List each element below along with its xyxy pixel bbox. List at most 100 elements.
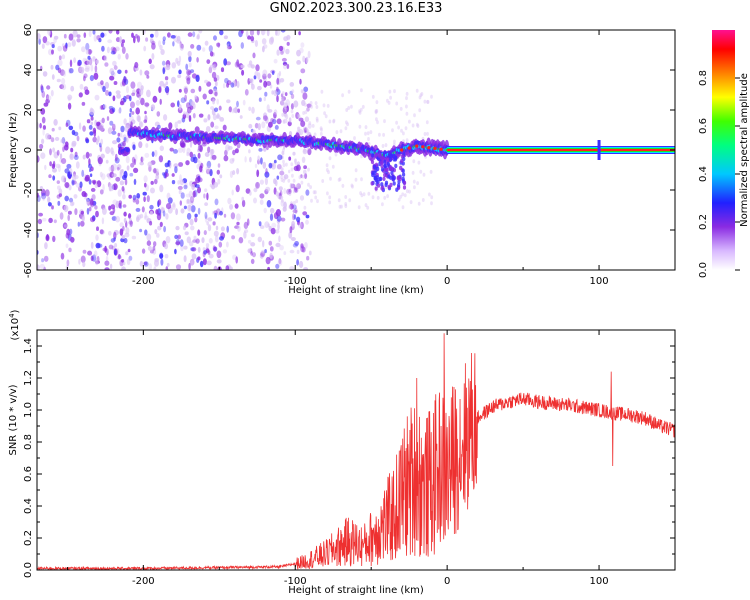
spectrogram-noise-dot xyxy=(261,30,265,36)
spectrogram-noise-dot xyxy=(122,140,126,147)
spectrogram-noise-dot xyxy=(76,38,81,43)
spectrogram-noise-dot xyxy=(68,125,74,131)
spectrogram-noise-dot xyxy=(319,131,323,136)
spectrogram-noise-dot xyxy=(48,217,53,224)
spectrogram-noise-dot xyxy=(208,253,214,259)
spectrogram-noise-dot xyxy=(268,162,273,169)
spectrogram-noise-dot xyxy=(154,30,159,38)
spectrogram-noise-dot xyxy=(282,178,286,183)
spectrogram-noise-dot xyxy=(213,230,219,237)
spectrogram-noise-dot xyxy=(187,70,192,75)
spectrogram-noise-dot xyxy=(238,237,244,244)
spectrogram-noise-dot xyxy=(280,30,286,33)
spectrogram-band-mark xyxy=(380,160,384,165)
spectrogram-noise-dot xyxy=(264,177,268,186)
spectrogram-noise-dot xyxy=(412,159,416,164)
spectrogram-noise-dot xyxy=(165,236,171,244)
colorbar-label: Normalized spectral amplitude xyxy=(739,73,750,227)
spectrogram-noise-dot xyxy=(64,182,70,188)
spectrogram-noise-dot xyxy=(223,58,228,66)
spectrogram-noise-dot xyxy=(175,241,181,246)
spectrogram-noise-dot xyxy=(283,112,287,117)
spectrogram-noise-dot xyxy=(270,207,275,214)
spectrogram-noise-dot xyxy=(105,146,111,154)
spectrogram-noise-dot xyxy=(76,34,81,38)
spectrogram-noise-dot xyxy=(230,212,236,220)
spectrogram-noise-dot xyxy=(236,59,240,67)
spectrogram-noise-dot xyxy=(67,210,72,215)
spectrogram-noise-dot xyxy=(58,193,63,198)
spectrogram-noise-dot xyxy=(109,120,114,126)
spectrogram-noise-dot xyxy=(183,245,188,250)
spectrogram-noise-dot xyxy=(266,200,272,208)
spectrogram-band-mark xyxy=(389,153,393,159)
snr-scale-label: (x104) xyxy=(8,309,21,340)
spectrogram-noise-dot xyxy=(98,38,102,43)
spectrogram-noise-dot xyxy=(301,89,305,94)
spectrogram-noise-dot xyxy=(123,211,127,217)
spectrogram-noise-dot xyxy=(261,38,267,45)
spectrogram-noise-dot xyxy=(202,93,207,100)
spectrogram-ytick-label: 20 xyxy=(23,104,34,117)
spectrogram-noise-dot xyxy=(61,137,66,144)
spectrogram-noise-dot xyxy=(61,78,66,85)
spectrogram-noise-dot xyxy=(77,61,81,67)
spectrogram-noise-dot xyxy=(65,243,69,249)
spectrogram-noise-dot xyxy=(300,68,306,74)
spectrogram-noise-dot xyxy=(48,174,52,179)
spectrogram-noise-dot xyxy=(300,221,304,230)
spectrogram-noise-dot xyxy=(93,72,99,80)
spectrogram-noise-dot xyxy=(261,121,266,129)
spectrogram-noise-dot xyxy=(126,165,130,171)
spectrogram-noise-dot xyxy=(206,260,212,266)
spectrogram-noise-dot xyxy=(186,236,191,244)
spectrogram-noise-dot xyxy=(62,45,68,52)
spectrogram-noise-dot xyxy=(133,35,136,44)
spectrogram-noise-dot xyxy=(88,206,92,212)
spectrogram-noise-dot xyxy=(92,254,97,262)
spectrogram-noise-dot xyxy=(217,178,221,185)
spectrogram-noise-dot xyxy=(40,107,46,115)
spectrogram-noise-dot xyxy=(118,107,122,114)
spectrogram-noise-dot xyxy=(254,163,258,168)
spectrogram-noise-dot xyxy=(188,115,192,122)
spectrogram-noise-dot xyxy=(70,201,74,207)
spectrogram-noise-dot xyxy=(89,168,92,172)
spectrogram-noise-dot xyxy=(87,49,92,55)
spectrogram-noise-dot xyxy=(38,212,43,217)
spectrogram-noise-dot xyxy=(42,125,47,130)
spectrogram-noise-dot xyxy=(123,75,126,84)
spectrogram-noise-dot xyxy=(205,243,210,248)
snr-panel: -200 -100 0 100 0.0 0.2 0.4 0.6 0.8 1.0 1.2 1.4 Hei… xyxy=(8,309,676,596)
spectrogram-noise-dot xyxy=(146,240,152,246)
spectrogram-noise-dot xyxy=(110,238,116,243)
spectrogram-noise-dot xyxy=(195,238,200,244)
spectrogram-noise-dot xyxy=(183,255,187,263)
spectrogram-noise-dot xyxy=(64,144,69,151)
spectrogram-noise-dot xyxy=(102,85,106,93)
spectrogram-noise-dot xyxy=(176,35,181,42)
spectrogram-noise-dot xyxy=(252,52,256,59)
spectrogram-noise-dot xyxy=(306,103,312,108)
spectrogram-noise-dot xyxy=(308,250,312,256)
spectrogram-noise-dot xyxy=(298,129,304,136)
spectrogram-noise-dot xyxy=(280,98,285,106)
spectrogram-noise-dot xyxy=(203,230,207,236)
spectrogram-noise-dot xyxy=(269,213,274,221)
spectrogram-noise-dot xyxy=(158,199,162,206)
spectrogram-noise-dot xyxy=(170,102,175,108)
spectrogram-noise-dot xyxy=(295,184,299,189)
spectrogram-noise-dot xyxy=(205,126,211,133)
spectrogram-noise-dot xyxy=(429,169,433,174)
spectrogram-noise-dot xyxy=(297,113,300,118)
spectrogram-band-mark xyxy=(389,157,393,162)
spectrogram-noise-dot xyxy=(184,94,188,102)
spectrogram-noise-dot xyxy=(143,175,148,183)
spectrogram-noise-dot xyxy=(255,64,260,72)
spectrogram-noise-dot xyxy=(164,86,170,94)
spectrogram-noise-dot xyxy=(292,178,296,183)
spectrogram-noise-dot xyxy=(288,188,292,195)
spectrogram-noise-dot xyxy=(100,80,104,86)
spectrogram-noise-dot xyxy=(250,233,255,238)
spectrogram-noise-dot xyxy=(183,111,186,116)
